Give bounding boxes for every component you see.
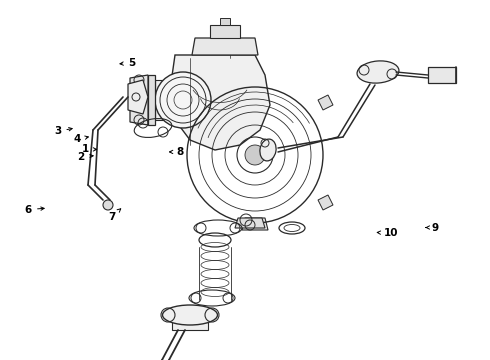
Text: 9: 9 <box>426 222 439 233</box>
Polygon shape <box>220 18 230 25</box>
Polygon shape <box>172 315 208 330</box>
Ellipse shape <box>357 61 399 83</box>
Polygon shape <box>210 25 240 38</box>
Circle shape <box>155 72 211 128</box>
Ellipse shape <box>163 305 218 325</box>
Bar <box>428 67 456 83</box>
Polygon shape <box>235 218 265 228</box>
Circle shape <box>103 200 113 210</box>
Polygon shape <box>242 218 268 230</box>
Text: 6: 6 <box>25 204 44 215</box>
Text: 3: 3 <box>54 126 72 136</box>
Text: 7: 7 <box>108 209 121 222</box>
Polygon shape <box>318 95 333 110</box>
Polygon shape <box>128 80 148 114</box>
Polygon shape <box>130 75 148 125</box>
Text: 4: 4 <box>74 134 88 144</box>
Polygon shape <box>318 195 333 210</box>
Text: 8: 8 <box>170 147 184 157</box>
Polygon shape <box>192 38 258 55</box>
Polygon shape <box>148 75 155 125</box>
Text: 10: 10 <box>377 228 398 238</box>
Text: 2: 2 <box>77 152 93 162</box>
Polygon shape <box>155 80 183 120</box>
Text: 5: 5 <box>120 58 135 68</box>
Text: 1: 1 <box>82 144 97 154</box>
Circle shape <box>245 145 265 165</box>
Ellipse shape <box>260 139 276 161</box>
Polygon shape <box>170 55 270 150</box>
